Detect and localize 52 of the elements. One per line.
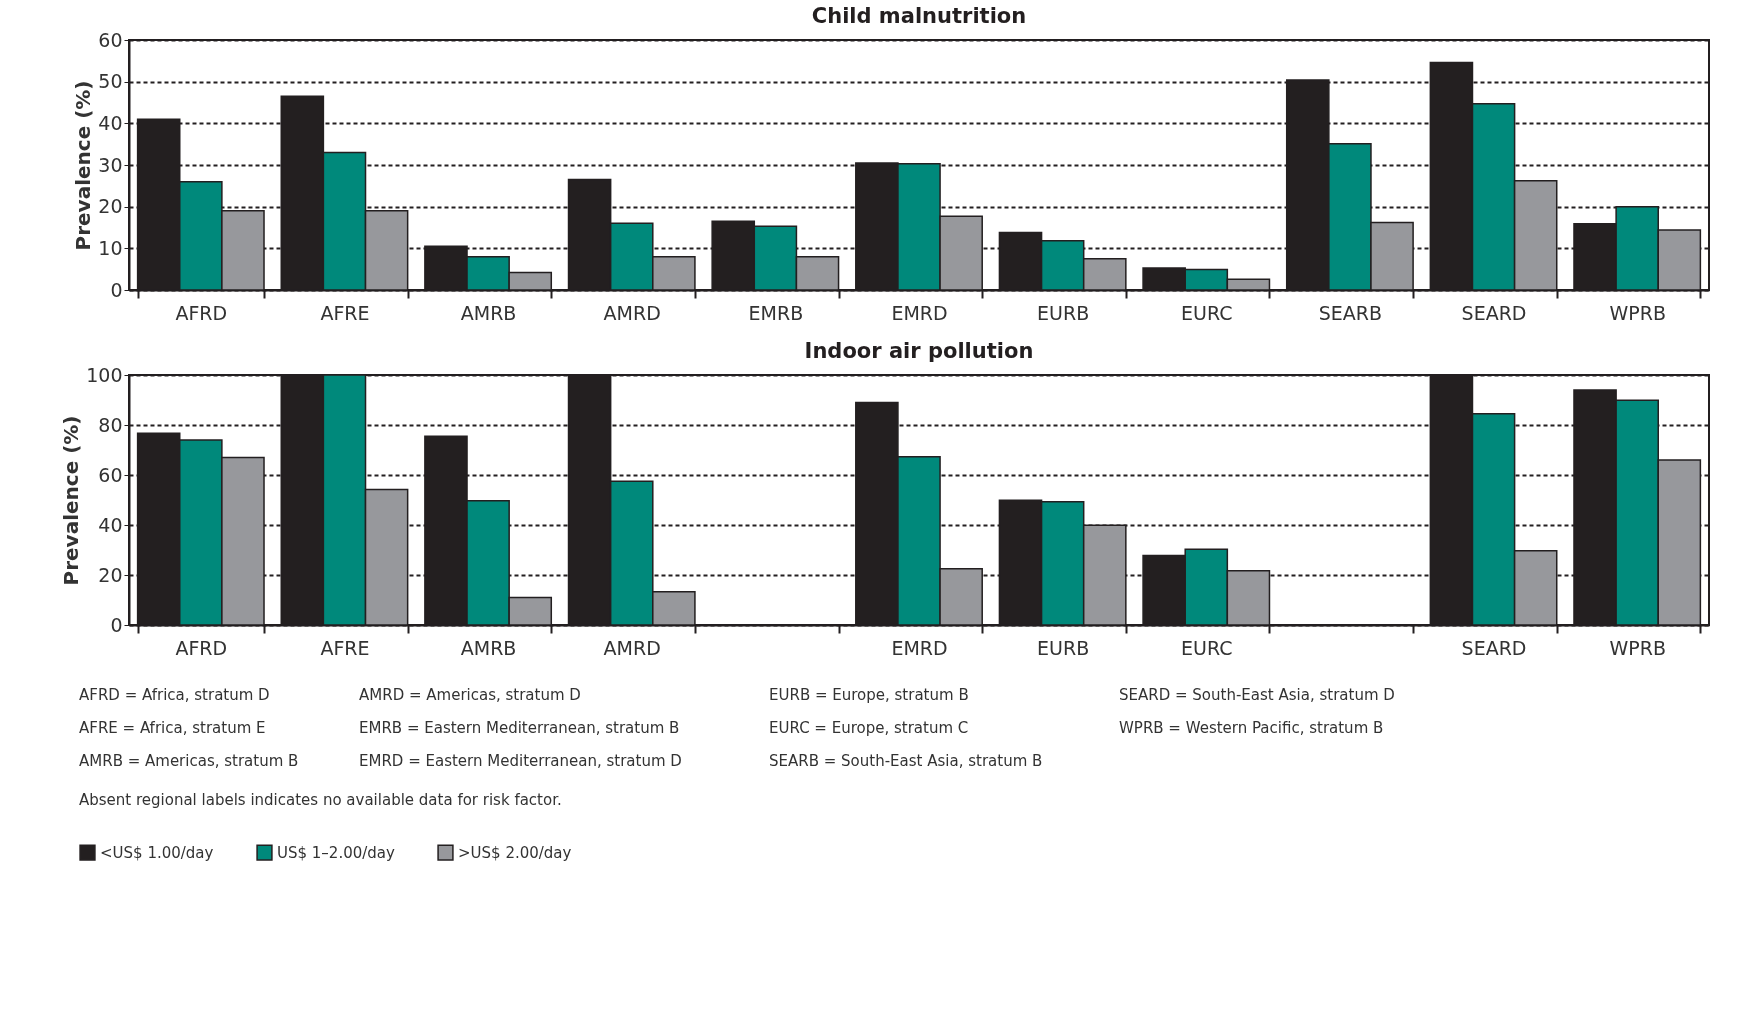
y-axis-title: Prevalence (%) xyxy=(71,80,96,251)
x-tick-label: AFRD xyxy=(175,636,228,659)
y-tick-label: 30 xyxy=(98,153,123,176)
text: SEARD = South-East Asia, stratum D xyxy=(1119,686,1395,704)
x-tick-label: AFRE xyxy=(320,301,370,324)
text: AMRD = Americas, stratum D xyxy=(359,686,581,704)
y-tick-label: 80 xyxy=(98,413,123,436)
x-tick-label: AFRE xyxy=(320,636,370,659)
text: EMRB = Eastern Mediterranean, stratum B xyxy=(359,719,680,737)
y-tick-label: 40 xyxy=(98,513,123,536)
text: EMRD = Eastern Mediterranean, stratum D xyxy=(359,752,682,770)
legend-label: US$ 1–2.00/day xyxy=(277,843,396,862)
chart-title: Indoor air pollution xyxy=(804,339,1034,363)
x-tick-label: AMRB xyxy=(460,301,517,324)
y-axis-title: Prevalence (%) xyxy=(59,415,84,586)
legend-label: <US$ 1.00/day xyxy=(100,843,214,862)
x-tick-label: EURC xyxy=(1181,636,1233,659)
y-tick-label: 60 xyxy=(98,463,123,486)
x-tick-label: EMRD xyxy=(891,301,948,324)
text: EURC = Europe, stratum C xyxy=(769,719,969,737)
x-tick-label: EMRD xyxy=(891,636,948,659)
x-tick-label: SEARD xyxy=(1461,301,1527,324)
text: AFRE = Africa, stratum E xyxy=(79,719,266,737)
text: AMRB = Americas, stratum B xyxy=(79,752,299,770)
text: EURB = Europe, stratum B xyxy=(769,686,969,704)
x-tick-label: EURB xyxy=(1037,301,1090,324)
chart-title: Child malnutrition xyxy=(811,4,1027,28)
text: SEARB = South-East Asia, stratum B xyxy=(769,752,1043,770)
y-tick-label: 20 xyxy=(98,563,123,586)
x-tick-label: EURB xyxy=(1037,636,1090,659)
text: WPRB = Western Pacific, stratum B xyxy=(1119,719,1384,737)
text: Absent regional labels indicates no available data for risk factor. xyxy=(79,791,562,809)
y-tick-label: 60 xyxy=(98,28,123,51)
x-tick-label: AFRD xyxy=(175,301,228,324)
y-tick-label: 10 xyxy=(98,236,123,259)
legend-label: >US$ 2.00/day xyxy=(458,843,572,862)
y-tick-label: 20 xyxy=(98,195,123,218)
x-tick-label: EURC xyxy=(1181,301,1233,324)
y-tick-label: 100 xyxy=(86,363,123,386)
x-tick-label: SEARD xyxy=(1461,636,1527,659)
x-tick-label: SEARB xyxy=(1318,301,1383,324)
y-tick-label: 0 xyxy=(110,613,123,636)
y-tick-label: 0 xyxy=(110,278,123,301)
x-tick-label: AMRB xyxy=(460,636,517,659)
x-tick-label: AMRD xyxy=(603,636,661,659)
x-tick-label: WPRB xyxy=(1609,301,1666,324)
y-tick-label: 50 xyxy=(98,70,123,93)
x-tick-label: WPRB xyxy=(1609,636,1666,659)
y-tick-label: 40 xyxy=(98,111,123,134)
x-tick-label: EMRB xyxy=(748,301,804,324)
text: AFRD = Africa, stratum D xyxy=(79,686,270,704)
x-tick-label: AMRD xyxy=(603,301,661,324)
